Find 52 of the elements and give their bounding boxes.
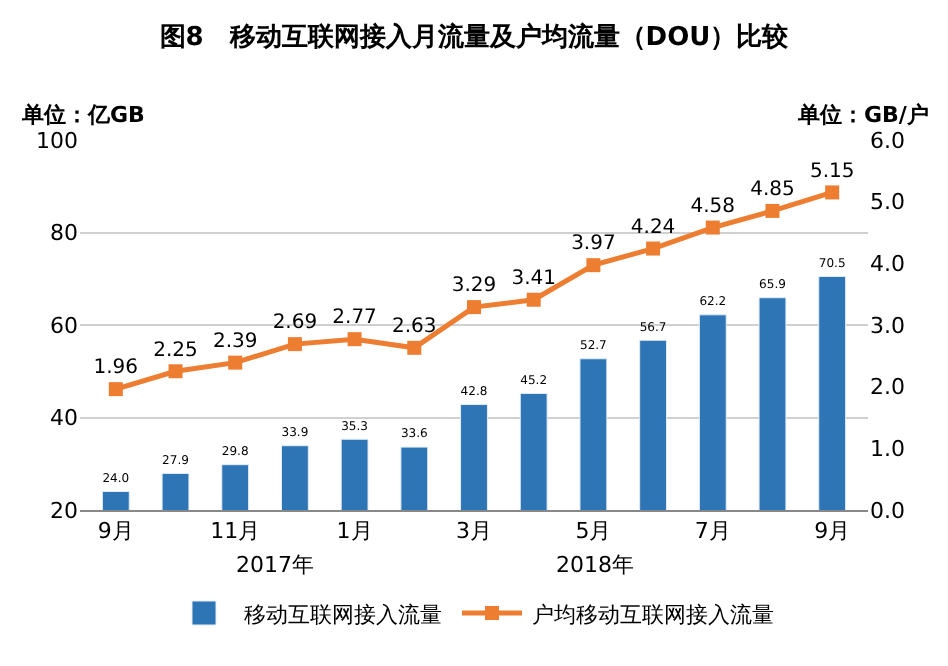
chart-title: 图8 移动互联网接入月流量及户均流量（DOU）比较 xyxy=(159,20,791,53)
y-axis-title: 单位：亿GB xyxy=(20,102,145,128)
point xyxy=(108,382,123,397)
data-label: 2.25 xyxy=(153,339,198,362)
data-label: 2.39 xyxy=(212,330,258,353)
point xyxy=(467,300,481,315)
legend-label: 户均移动互联网接入流量 xyxy=(532,601,774,628)
y2-tick-label: 4.0 xyxy=(870,251,905,278)
x-tick-label: 1月 xyxy=(336,518,373,545)
point xyxy=(228,355,243,370)
data-label: 1.96 xyxy=(93,357,139,380)
x-tick-label: 9月 xyxy=(97,518,134,545)
y-tick-label: 100 xyxy=(36,127,78,154)
data-label: 2.63 xyxy=(392,316,437,339)
y-tick-label: 20 xyxy=(50,497,78,524)
y2-tick-label: 1.0 xyxy=(870,436,905,463)
point xyxy=(407,340,422,355)
x-tick-label: 7月 xyxy=(694,518,731,545)
y2-tick-label: 2.0 xyxy=(870,374,905,401)
data-label: 4.85 xyxy=(750,179,795,202)
data-label: 4.58 xyxy=(690,195,736,218)
x-tick-label: 11月 xyxy=(210,518,261,545)
y2-axis-title: 单位：GB/户 xyxy=(796,102,929,128)
data-label: 3.29 xyxy=(451,275,497,298)
data-label: 3.97 xyxy=(571,233,616,256)
data-label: 2.77 xyxy=(332,307,377,330)
point xyxy=(168,364,183,379)
data-label: 2.69 xyxy=(272,312,318,335)
x-tick-label: 3月 xyxy=(456,518,492,545)
point xyxy=(646,241,661,256)
point xyxy=(526,292,541,307)
point xyxy=(765,203,780,218)
point xyxy=(287,337,302,352)
y2-tick-label: 3.0 xyxy=(870,312,905,339)
point xyxy=(347,332,362,347)
data-label: 5.15 xyxy=(809,160,855,183)
y2-tick-label: 0.0 xyxy=(870,497,905,524)
y-tick-label: 80 xyxy=(50,220,78,247)
y-tick-label: 40 xyxy=(50,405,78,432)
point xyxy=(586,258,601,273)
x-tick-label: 5月 xyxy=(575,518,612,545)
point xyxy=(825,185,840,200)
x-tick-label: 9月 xyxy=(814,518,851,545)
y-tick-label: 60 xyxy=(50,312,78,339)
y2-tick-label: 5.0 xyxy=(870,189,905,216)
data-label: 4.24 xyxy=(630,216,676,239)
data-label: 3.41 xyxy=(511,267,556,290)
text: 2017年 xyxy=(236,552,314,578)
point xyxy=(705,220,720,235)
y2-tick-label: 6.0 xyxy=(870,127,905,154)
text: 2018年 xyxy=(556,552,634,578)
legend-label: 移动互联网接入流量 xyxy=(244,601,442,628)
